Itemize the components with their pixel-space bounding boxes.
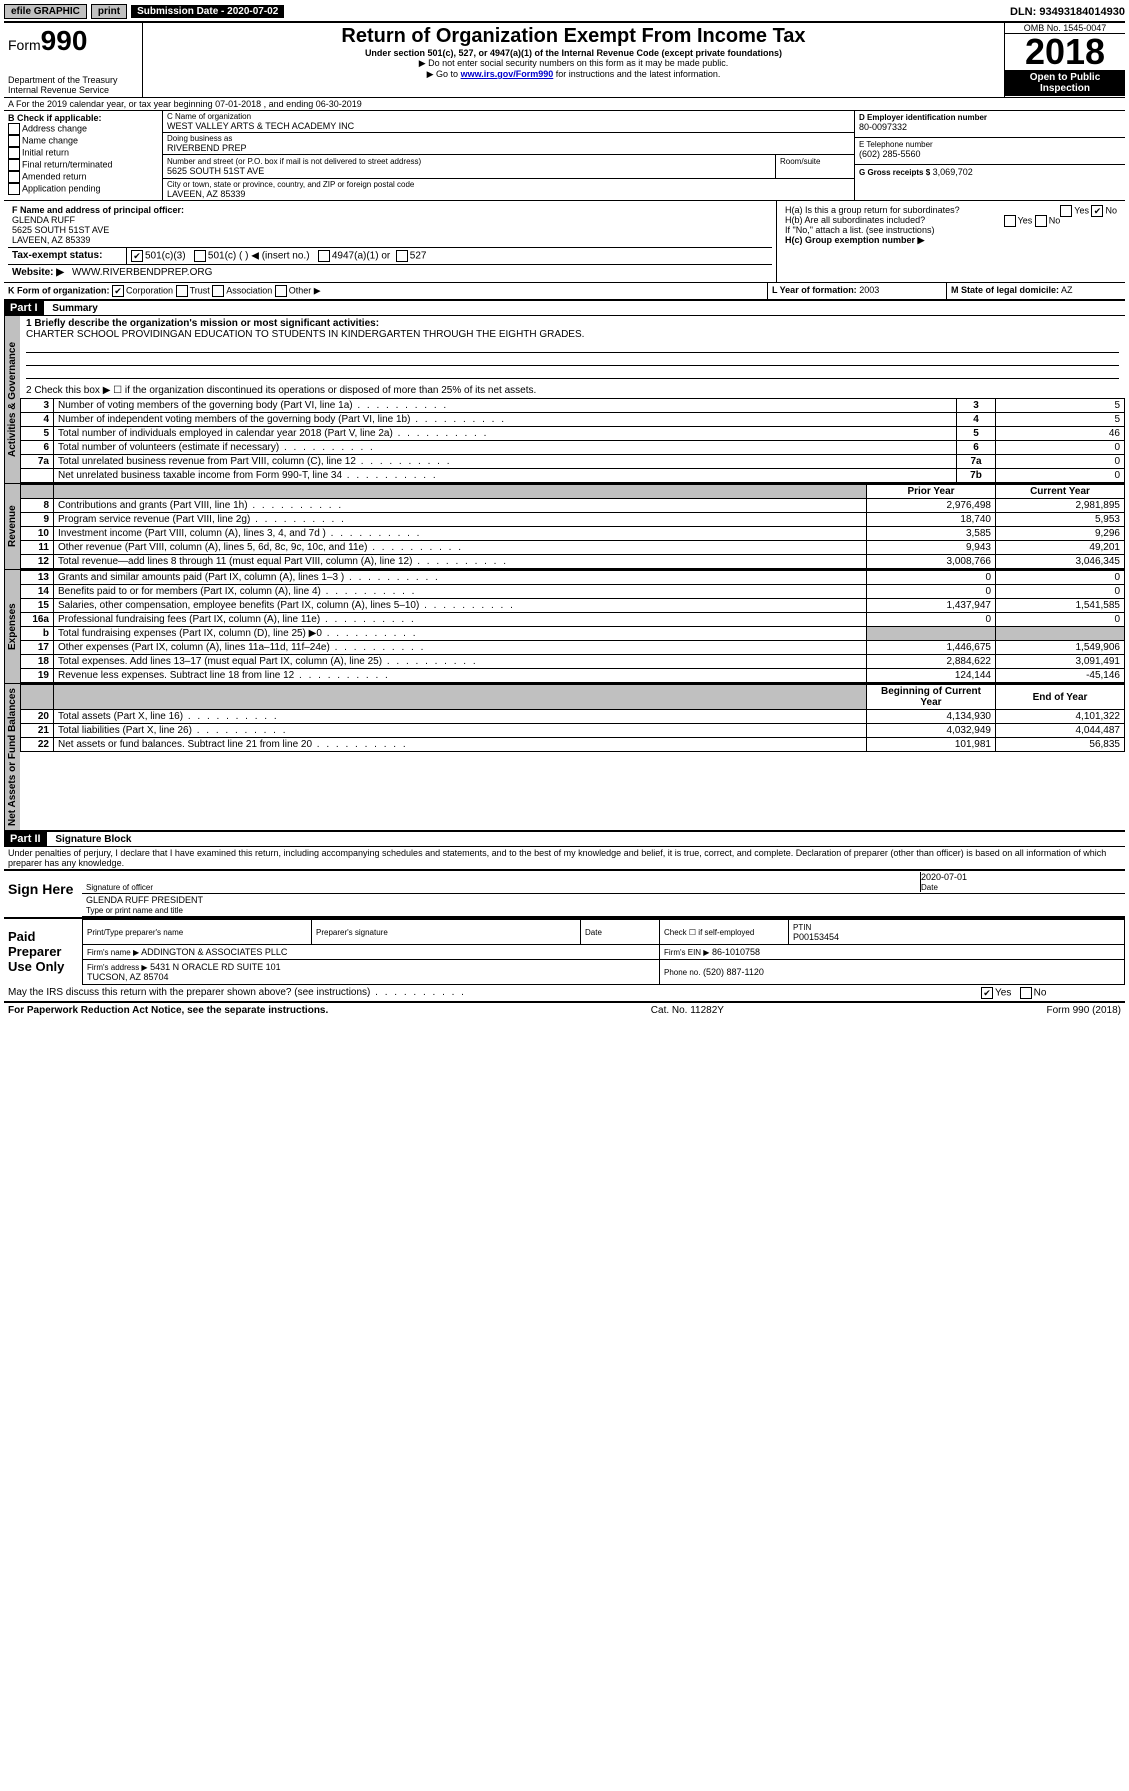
tab-activities: Activities & Governance	[4, 316, 20, 483]
revenue-section: Revenue Prior YearCurrent Year8Contribut…	[4, 484, 1125, 570]
city: LAVEEN, AZ 85339	[167, 189, 850, 199]
period-line: A For the 2019 calendar year, or tax yea…	[4, 98, 1125, 111]
dept-label: Department of the Treasury Internal Reve…	[8, 75, 138, 95]
mission-text: CHARTER SCHOOL PROVIDINGAN EDUCATION TO …	[26, 329, 1119, 340]
discuss-row: May the IRS discuss this return with the…	[4, 985, 1125, 1002]
tab-revenue: Revenue	[4, 484, 20, 569]
open-public: Open to Public Inspection	[1005, 70, 1125, 96]
website: WWW.RIVERBENDPREP.ORG	[68, 265, 772, 280]
org-name: WEST VALLEY ARTS & TECH ACADEMY INC	[167, 121, 850, 131]
part2-header: Part II Signature Block	[4, 831, 1125, 847]
sign-here-section: Sign Here Signature of officer 2020-07-0…	[4, 869, 1125, 917]
dba: RIVERBEND PREP	[167, 143, 850, 153]
box-e: E Telephone number (602) 285-5560	[855, 138, 1125, 165]
efile-badge: efile GRAPHIC	[4, 4, 87, 19]
hb-no[interactable]	[1035, 215, 1047, 227]
checkbox-501c[interactable]	[194, 250, 206, 262]
klm-row: K Form of organization: Corporation Trus…	[4, 283, 1125, 300]
discuss-yes[interactable]	[981, 987, 993, 999]
hb-yes[interactable]	[1004, 215, 1016, 227]
netassets-table: Beginning of Current YearEnd of Year20To…	[20, 684, 1125, 752]
activities-governance-section: Activities & Governance 1 Briefly descri…	[4, 316, 1125, 484]
box-d: D Employer identification number 80-0097…	[855, 111, 1125, 138]
tab-netassets: Net Assets or Fund Balances	[4, 684, 20, 830]
street: 5625 SOUTH 51ST AVE	[167, 166, 771, 176]
revenue-table: Prior YearCurrent Year8Contributions and…	[20, 484, 1125, 569]
box-j-label: Website: ▶	[8, 265, 68, 280]
k-trust[interactable]	[176, 285, 188, 297]
irs-link[interactable]: www.irs.gov/Form990	[461, 69, 554, 79]
jurat: Under penalties of perjury, I declare th…	[4, 847, 1125, 869]
ha-no[interactable]	[1091, 205, 1103, 217]
top-bar: efile GRAPHIC print Submission Date - 20…	[4, 4, 1125, 19]
expenses-table: 13Grants and similar amounts paid (Part …	[20, 570, 1125, 683]
form-header: Form990 Department of the Treasury Inter…	[4, 21, 1125, 98]
footer: For Paperwork Reduction Act Notice, see …	[4, 1002, 1125, 1018]
form-number: Form990	[8, 25, 138, 57]
officer-name: GLENDA RUFF	[12, 215, 768, 225]
checkbox-501c3[interactable]	[131, 250, 143, 262]
ag-table: 3Number of voting members of the governi…	[20, 398, 1125, 483]
expenses-section: Expenses 13Grants and similar amounts pa…	[4, 570, 1125, 684]
box-c: C Name of organization WEST VALLEY ARTS …	[163, 111, 854, 200]
k-other[interactable]	[275, 285, 287, 297]
form-subtitle: Under section 501(c), 527, or 4947(a)(1)…	[149, 48, 998, 58]
ha-yes[interactable]	[1060, 205, 1072, 217]
part1-header: Part I Summary	[4, 300, 1125, 316]
officer-group-row: F Name and address of principal officer:…	[4, 201, 1125, 283]
dln: DLN: 93493184014930	[1010, 6, 1125, 18]
box-i-label: Tax-exempt status:	[8, 248, 127, 264]
tab-expenses: Expenses	[4, 570, 20, 683]
form-title: Return of Organization Exempt From Incom…	[149, 25, 998, 48]
note-ssn: ▶ Do not enter social security numbers o…	[149, 58, 998, 69]
net-assets-section: Net Assets or Fund Balances Beginning of…	[4, 684, 1125, 831]
k-corp[interactable]	[112, 285, 124, 297]
discuss-no[interactable]	[1020, 987, 1032, 999]
submission-date: Submission Date - 2020-07-02	[131, 5, 284, 18]
note-goto: ▶ Go to www.irs.gov/Form990 for instruct…	[149, 69, 998, 80]
box-b: B Check if applicable: Address changeNam…	[4, 111, 163, 200]
paid-preparer-section: Paid Preparer Use Only Print/Type prepar…	[4, 917, 1125, 985]
officer-typed: GLENDA RUFF PRESIDENT	[86, 895, 203, 905]
box-g: G Gross receipts $ 3,069,702	[855, 165, 1125, 191]
tax-year: 2018	[1005, 34, 1125, 70]
checkbox-4947[interactable]	[318, 250, 330, 262]
checkbox-527[interactable]	[396, 250, 408, 262]
print-button[interactable]: print	[91, 4, 127, 19]
entity-block: B Check if applicable: Address changeNam…	[4, 111, 1125, 201]
k-assoc[interactable]	[212, 285, 224, 297]
